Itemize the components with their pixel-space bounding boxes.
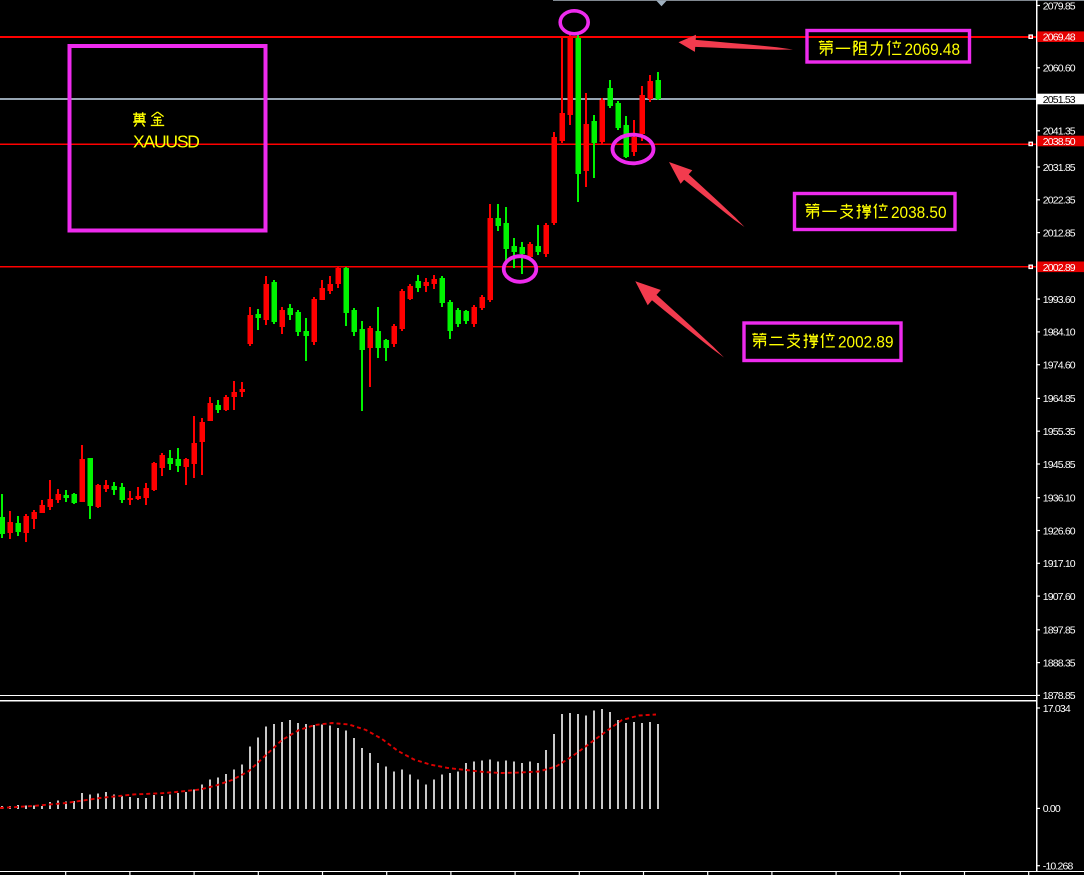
svg-text:2002.89: 2002.89 — [1043, 262, 1076, 274]
svg-text:2038.50: 2038.50 — [1043, 136, 1076, 148]
svg-text:2022.35: 2022.35 — [1043, 195, 1076, 207]
svg-text:2012.85: 2012.85 — [1043, 227, 1076, 239]
svg-text:0.00: 0.00 — [1043, 803, 1061, 815]
svg-text:2069.48: 2069.48 — [1043, 32, 1076, 44]
svg-text:1945.85: 1945.85 — [1043, 459, 1076, 471]
svg-text:2002.89: 2002.89 — [838, 333, 894, 352]
svg-text:1878.85: 1878.85 — [1043, 690, 1076, 702]
svg-text:1984.10: 1984.10 — [1043, 327, 1076, 339]
svg-text:1993.60: 1993.60 — [1043, 294, 1076, 306]
svg-text:-10.268: -10.268 — [1043, 861, 1074, 873]
svg-text:1936.10: 1936.10 — [1043, 493, 1076, 505]
svg-text:1897.85: 1897.85 — [1043, 625, 1076, 637]
svg-text:2051.53: 2051.53 — [1043, 94, 1076, 106]
svg-text:1926.60: 1926.60 — [1043, 525, 1076, 537]
svg-text:1955.35: 1955.35 — [1043, 426, 1076, 438]
svg-text:1907.60: 1907.60 — [1043, 591, 1076, 603]
svg-text:2060.60: 2060.60 — [1043, 63, 1076, 75]
svg-text:17.034: 17.034 — [1043, 703, 1071, 715]
svg-text:2031.85: 2031.85 — [1043, 162, 1076, 174]
svg-text:1917.10: 1917.10 — [1043, 558, 1076, 570]
svg-text:XAUUSD: XAUUSD — [133, 132, 199, 152]
svg-text:1964.85: 1964.85 — [1043, 393, 1076, 405]
svg-text:2069.48: 2069.48 — [905, 40, 961, 59]
svg-text:2079.85: 2079.85 — [1043, 0, 1076, 12]
svg-text:1974.60: 1974.60 — [1043, 360, 1076, 372]
svg-text:1888.35: 1888.35 — [1043, 657, 1076, 669]
svg-text:2038.50: 2038.50 — [891, 203, 947, 222]
svg-text:2041.35: 2041.35 — [1043, 126, 1076, 138]
